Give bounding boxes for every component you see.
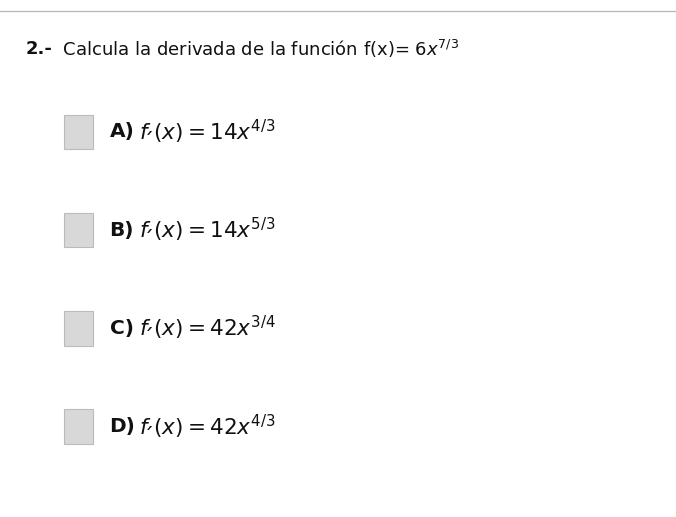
FancyBboxPatch shape — [64, 213, 93, 247]
Text: $f\,\acute{}\,(x) = 14x^{5/3}$: $f\,\acute{}\,(x) = 14x^{5/3}$ — [139, 216, 275, 244]
Text: D): D) — [110, 417, 135, 436]
FancyBboxPatch shape — [64, 311, 93, 345]
FancyBboxPatch shape — [64, 409, 93, 444]
Text: Calcula la derivada de la función f(x)= $6x^{7/3}$: Calcula la derivada de la función f(x)= … — [57, 38, 460, 60]
FancyBboxPatch shape — [64, 115, 93, 149]
Text: 2.-: 2.- — [26, 40, 53, 58]
Text: B): B) — [110, 221, 134, 239]
Text: $f\,\acute{}\,(x) = 14x^{4/3}$: $f\,\acute{}\,(x) = 14x^{4/3}$ — [139, 118, 275, 146]
Text: C): C) — [110, 319, 134, 338]
Text: $f\,\acute{}\,(x) = 42x^{3/4}$: $f\,\acute{}\,(x) = 42x^{3/4}$ — [139, 314, 275, 342]
Text: $f\,\acute{}\,(x) = 42x^{4/3}$: $f\,\acute{}\,(x) = 42x^{4/3}$ — [139, 413, 275, 440]
Text: A): A) — [110, 123, 135, 141]
